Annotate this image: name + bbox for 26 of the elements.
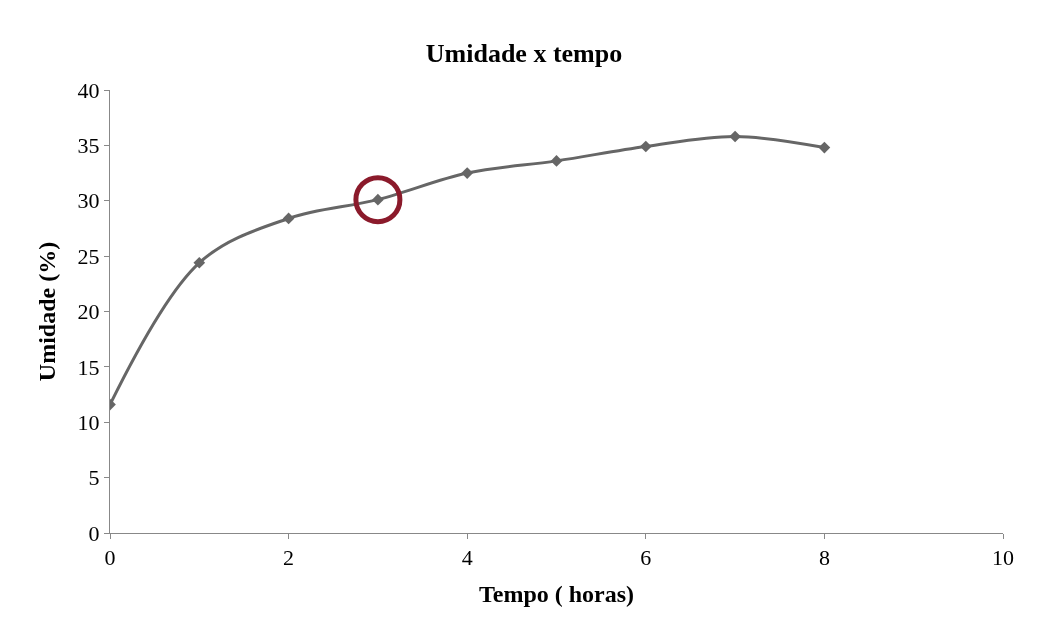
y-tick-label: 20 [77, 299, 100, 325]
y-axis-title: Umidade (%) [33, 241, 60, 382]
chart-title: Umidade x tempo [425, 38, 623, 68]
x-tick-label: 0 [104, 545, 116, 571]
y-tick-label: 5 [88, 465, 100, 491]
x-tick-label: 10 [992, 545, 1014, 571]
point [353, 175, 403, 225]
x-tick-label: 8 [818, 545, 830, 571]
point [550, 155, 563, 167]
point [282, 212, 295, 225]
y-tick-label: 30 [77, 188, 100, 214]
y-tick-label: 35 [77, 133, 100, 159]
point [729, 130, 741, 143]
point [818, 141, 831, 154]
x-tick-label: 6 [640, 545, 652, 571]
y-tick-label: 25 [77, 243, 100, 269]
y-tick-label: 10 [77, 409, 100, 435]
y-tick-label: 40 [77, 77, 100, 103]
point [639, 140, 652, 153]
point [193, 256, 206, 269]
y-tick-label: 0 [88, 520, 100, 546]
x-tick-label: 2 [283, 545, 295, 571]
x-tick-label: 4 [461, 545, 473, 571]
point [461, 167, 474, 179]
y-tick-label: 15 [77, 354, 100, 380]
x-axis-title: Tempo ( horas) [478, 580, 635, 607]
